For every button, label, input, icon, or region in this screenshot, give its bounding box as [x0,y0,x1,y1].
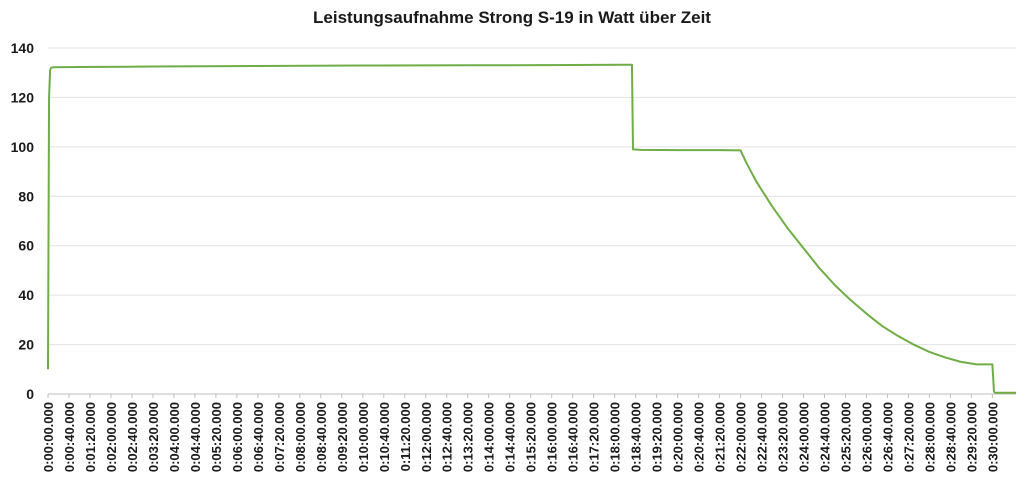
x-tick-label: 0:25:20.000 [838,402,853,472]
x-tick-label: 0:24:40.000 [817,402,832,472]
x-tick-label: 0:20:40.000 [692,402,707,472]
x-tick-label: 0:14:00.000 [482,402,497,472]
x-tick-label: 0:13:20.000 [461,402,476,472]
y-tick-labels: 0 20 40 60 80 100 120 140 [11,40,35,402]
y-tick-label: 100 [11,139,35,155]
x-tick-label: 0:12:00.000 [419,402,434,472]
x-tick-label: 0:00:00.000 [41,402,56,472]
y-tick-label: 80 [18,188,34,204]
x-tick-label: 0:22:00.000 [734,402,749,472]
x-tick-label: 0:26:00.000 [859,402,874,472]
x-tick-label: 0:22:40.000 [755,402,770,472]
x-tick-label: 0:21:20.000 [713,402,728,472]
y-tick-label: 120 [11,89,35,105]
x-tick-label: 0:30:00.000 [985,402,1000,472]
x-tick-label: 0:12:40.000 [440,402,455,472]
x-tick-label: 0:29:20.000 [964,402,979,472]
x-tick-label: 0:16:00.000 [545,402,560,472]
x-tick-label: 0:08:00.000 [293,402,308,472]
x-tick-label: 0:23:20.000 [776,402,791,472]
x-tick-label: 0:26:40.000 [880,402,895,472]
x-tick-label: 0:10:00.000 [356,402,371,472]
y-tick-label: 0 [26,386,34,402]
x-tick-label: 0:02:00.000 [104,402,119,472]
series-line [47,63,1016,394]
x-tick-label: 0:05:20.000 [209,402,224,472]
chart-title: Leistungsaufnahme Strong S-19 in Watt üb… [313,8,711,27]
axes [47,393,1016,398]
x-tick-label: 0:20:00.000 [671,402,686,472]
series [47,63,1016,394]
x-tick-label: 0:04:40.000 [188,402,203,472]
y-tick-label: 20 [18,337,34,353]
y-tick-label: 40 [18,287,34,303]
x-tick-label: 0:10:40.000 [377,402,392,472]
x-tick-label: 0:11:20.000 [398,402,413,471]
x-tick-label: 0:28:00.000 [922,402,937,472]
x-tick-label: 0:09:20.000 [335,402,350,472]
x-tick-label: 0:04:00.000 [167,402,182,472]
x-tick-label: 0:18:00.000 [608,402,623,472]
x-tick-label: 0:06:40.000 [251,402,266,472]
x-tick-label: 0:08:40.000 [314,402,329,472]
y-tick-label: 60 [18,238,34,254]
x-tick-label: 0:07:20.000 [272,402,287,472]
x-tick-label: 0:18:40.000 [629,402,644,472]
x-tick-label: 0:24:00.000 [797,402,812,472]
x-tick-label: 0:15:20.000 [524,402,539,472]
x-tick-label: 0:16:40.000 [566,402,581,472]
x-tick-label: 0:00:40.000 [62,402,77,472]
x-tick-label: 0:06:00.000 [230,402,245,472]
x-tick-label: 0:02:40.000 [125,402,140,472]
x-tick-label: 0:03:20.000 [146,402,161,472]
x-tick-label: 0:27:20.000 [901,402,916,472]
x-tick-labels: 0:00:00.000 0:00:40.000 0:01:20.000 0:02:00… [41,402,1000,472]
grid-lines [48,47,1016,346]
x-tick-label: 0:14:40.000 [503,402,518,472]
x-tick-label: 0:19:20.000 [650,402,665,472]
y-tick-label: 140 [11,40,35,56]
x-tick-label: 0:01:20.000 [83,402,98,472]
x-tick-label: 0:28:40.000 [943,402,958,472]
x-tick-label: 0:17:20.000 [587,402,602,472]
